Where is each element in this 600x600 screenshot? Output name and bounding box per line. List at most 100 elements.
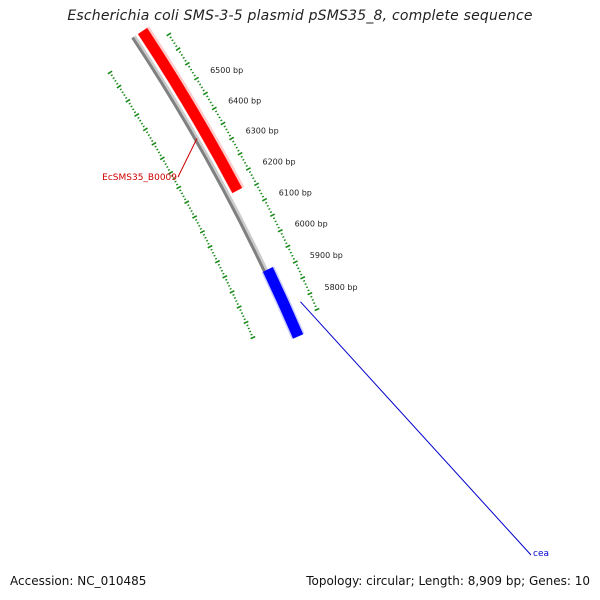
inner-ruler-tick bbox=[199, 229, 205, 234]
ruler-tick bbox=[211, 104, 214, 107]
ruler-tick bbox=[269, 211, 273, 214]
ruler-tick bbox=[310, 295, 313, 298]
ruler-labels: 6500 bp 6400 bp 6300 bp 6200 bp 6100 bp 6000 … bbox=[102, 66, 549, 559]
inner-ruler-tick bbox=[140, 122, 144, 125]
inner-ruler-tick bbox=[180, 192, 184, 195]
ruler-tick bbox=[282, 235, 285, 238]
ruler-ticks bbox=[107, 32, 320, 340]
inner-ruler-tick bbox=[187, 204, 190, 207]
inner-ruler-tick bbox=[219, 266, 222, 269]
ruler-tick bbox=[314, 307, 320, 312]
inner-ruler-tick bbox=[233, 296, 237, 299]
inner-ruler-tick bbox=[213, 254, 216, 257]
inner-ruler-tick bbox=[154, 145, 157, 148]
ruler-tick bbox=[171, 39, 174, 42]
ruler-tick bbox=[272, 217, 276, 220]
ruler-tick bbox=[280, 232, 283, 235]
inner-ruler-tick bbox=[166, 165, 169, 169]
ruler-tick bbox=[218, 116, 221, 119]
inner-ruler-tick bbox=[242, 315, 245, 318]
inner-ruler-tick bbox=[125, 98, 131, 103]
ruler-tick bbox=[285, 242, 288, 245]
inner-ruler-tick bbox=[226, 281, 229, 284]
ruler-tick bbox=[302, 279, 306, 282]
ruler-tick bbox=[173, 42, 176, 45]
inner-ruler-tick bbox=[191, 212, 195, 216]
ruler-label: 6000 bp bbox=[295, 220, 328, 229]
ruler-tick bbox=[189, 68, 193, 71]
inner-ruler-tick bbox=[176, 185, 182, 190]
ruler-tick bbox=[243, 161, 247, 164]
ruler-tick bbox=[180, 53, 184, 57]
ruler-tick bbox=[274, 220, 277, 223]
ruler-tick bbox=[245, 164, 248, 167]
ruler-tick bbox=[166, 32, 172, 37]
inner-ruler-tick bbox=[199, 227, 203, 230]
ruler-tick bbox=[235, 146, 238, 149]
gene-reverse-label: cea bbox=[533, 549, 549, 559]
inner-ruler-tick bbox=[240, 312, 244, 315]
inner-ruler-tick bbox=[250, 335, 256, 340]
ruler-tick bbox=[307, 289, 310, 292]
inner-ruler-tick bbox=[205, 239, 209, 242]
inner-ruler-tick bbox=[151, 141, 157, 146]
ruler-tick bbox=[202, 91, 209, 96]
ruler-tick bbox=[220, 121, 226, 126]
ruler-tick bbox=[250, 174, 253, 177]
inner-ruler-tick bbox=[222, 274, 228, 279]
inner-ruler-tick bbox=[110, 74, 113, 77]
inner-ruler-tick bbox=[130, 105, 133, 108]
ruler-label: 6200 bp bbox=[263, 157, 296, 166]
ruler-tick bbox=[253, 180, 257, 183]
inner-ruler-tick bbox=[159, 156, 165, 161]
ruler-tick bbox=[291, 254, 294, 257]
ruler-tick bbox=[216, 113, 220, 116]
accession-text: Accession: NC_010485 bbox=[10, 574, 147, 588]
inner-ruler-tick bbox=[134, 113, 140, 118]
ruler-tick bbox=[197, 80, 200, 83]
ruler-tick bbox=[200, 86, 204, 89]
inner-ruler-tick bbox=[147, 134, 151, 137]
gene-forward-bar bbox=[137, 27, 243, 194]
ruler-label: 5900 bp bbox=[310, 251, 343, 260]
inner-ruler-tick bbox=[211, 251, 215, 254]
inner-ruler-tick bbox=[107, 70, 113, 75]
inner-ruler-tick bbox=[195, 218, 198, 221]
inner-ruler-tick bbox=[157, 151, 161, 154]
inner-ruler-tick bbox=[172, 177, 176, 180]
inner-ruler-tick bbox=[137, 116, 140, 119]
ruler-tick bbox=[292, 260, 298, 264]
gene-reverse-leader bbox=[300, 301, 532, 556]
ruler-tick bbox=[198, 83, 202, 86]
ruler-tick bbox=[253, 182, 260, 187]
ruler-tick bbox=[188, 65, 191, 68]
ruler-tick bbox=[295, 264, 299, 267]
inner-ruler-tick bbox=[214, 259, 221, 264]
ruler-tick bbox=[175, 45, 178, 48]
ruler-tick bbox=[232, 140, 235, 143]
ruler-tick bbox=[260, 192, 263, 195]
ruler-tick bbox=[300, 273, 303, 276]
ruler-tick bbox=[207, 98, 211, 101]
ruler-label: 5800 bp bbox=[325, 283, 358, 292]
ruler-tick bbox=[268, 207, 271, 211]
inner-ruler-tick bbox=[133, 111, 137, 114]
ruler-tick bbox=[248, 170, 252, 174]
inner-ruler-tick bbox=[123, 93, 126, 97]
ruler-tick bbox=[240, 155, 243, 158]
ruler-tick bbox=[285, 244, 291, 249]
ruler-tick bbox=[193, 74, 196, 77]
ruler-tick bbox=[209, 101, 212, 104]
ruler-tick bbox=[225, 128, 228, 131]
inner-ruler-tick bbox=[229, 287, 232, 290]
ruler-label: 6400 bp bbox=[228, 96, 261, 105]
inner-ruler-tick bbox=[225, 278, 228, 281]
ruler-tick bbox=[288, 248, 291, 251]
inner-ruler-tick bbox=[182, 195, 185, 198]
inner-ruler-tick bbox=[167, 168, 171, 171]
inner-ruler-tick bbox=[171, 174, 174, 177]
ruler-tick bbox=[227, 131, 230, 134]
inner-ruler-tick bbox=[184, 200, 190, 205]
